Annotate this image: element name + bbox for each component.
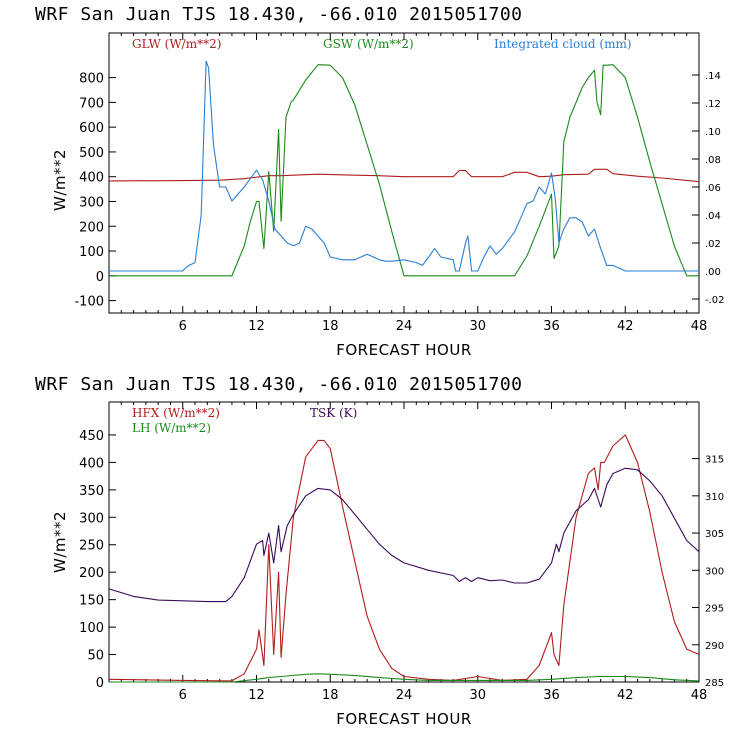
legend-hfx: HFX (W/m**2) bbox=[132, 406, 220, 420]
y2-tick-label: -.02 bbox=[705, 295, 725, 306]
x-tick-label: 36 bbox=[543, 319, 560, 334]
panel-bottom: WRF San Juan TJS 18.430, -66.010 2015051… bbox=[35, 374, 724, 728]
series-line-gsw bbox=[109, 64, 699, 277]
series-line-hfx bbox=[108, 434, 700, 682]
x-tick-label: 42 bbox=[617, 319, 634, 334]
y-tick-label: 250 bbox=[79, 539, 104, 554]
y-tick-label: 300 bbox=[79, 195, 104, 210]
y2-tick-label: .00 bbox=[705, 267, 721, 278]
legend-tsk: TSK (K) bbox=[310, 406, 357, 420]
x-tick-label: 30 bbox=[469, 319, 486, 334]
x-tick-label: 48 bbox=[691, 319, 708, 334]
series-line-lh bbox=[109, 673, 700, 683]
y-tick-label: 450 bbox=[79, 429, 104, 444]
y-tick-label: 200 bbox=[79, 220, 104, 235]
y2-tick-label: 285 bbox=[705, 678, 724, 689]
x-tick-label: 30 bbox=[469, 688, 486, 703]
y-axis-label: W/m**2 bbox=[51, 149, 69, 211]
x-tick-label: 6 bbox=[179, 319, 187, 334]
y-tick-label: 700 bbox=[79, 96, 104, 111]
y2-tick-label: 295 bbox=[705, 604, 724, 615]
y-tick-label: 400 bbox=[79, 456, 104, 471]
x-tick-label: 18 bbox=[322, 688, 339, 703]
y2-tick-label: 305 bbox=[705, 529, 724, 540]
y-tick-label: 600 bbox=[79, 121, 104, 136]
y-tick-label: 0 bbox=[96, 270, 104, 285]
y2-tick-label: .02 bbox=[705, 239, 721, 250]
y2-tick-label: .14 bbox=[705, 71, 721, 82]
x-tick-label: 18 bbox=[322, 319, 339, 334]
x-tick-label: 24 bbox=[396, 319, 413, 334]
legend-glw: GLW (W/m**2) bbox=[132, 37, 221, 51]
y-tick-label: 350 bbox=[79, 484, 104, 499]
x-tick-label: 24 bbox=[396, 688, 413, 703]
y-tick-label: -100 bbox=[74, 295, 104, 310]
y2-tick-label: 300 bbox=[705, 566, 724, 577]
y-tick-label: 50 bbox=[87, 649, 104, 664]
y-tick-label: 0 bbox=[96, 676, 104, 691]
y-tick-label: 400 bbox=[79, 171, 104, 186]
x-tick-label: 42 bbox=[617, 688, 634, 703]
legend-lh: LH (W/m**2) bbox=[132, 421, 211, 435]
y-tick-label: 300 bbox=[79, 511, 104, 526]
y-tick-label: 100 bbox=[79, 245, 104, 260]
panel-top: WRF San Juan TJS 18.430, -66.010 2015051… bbox=[35, 4, 725, 359]
panel-title: WRF San Juan TJS 18.430, -66.010 2015051… bbox=[35, 374, 523, 395]
x-tick-label: 12 bbox=[248, 319, 265, 334]
x-axis-label: FORECAST HOUR bbox=[336, 710, 472, 728]
legend-cloud: Integrated cloud (mm) bbox=[494, 37, 632, 51]
x-axis-label: FORECAST HOUR bbox=[336, 341, 472, 359]
y-tick-label: 500 bbox=[79, 146, 104, 161]
y-tick-label: 200 bbox=[79, 566, 104, 581]
panel-title: WRF San Juan TJS 18.430, -66.010 2015051… bbox=[35, 4, 523, 25]
y2-tick-label: 290 bbox=[705, 641, 724, 652]
y-tick-label: 800 bbox=[79, 72, 104, 87]
y2-tick-label: .04 bbox=[705, 211, 721, 222]
y2-tick-label: 310 bbox=[705, 492, 724, 503]
y-axis-label: W/m**2 bbox=[51, 511, 69, 573]
x-tick-label: 36 bbox=[543, 688, 560, 703]
x-tick-label: 12 bbox=[248, 688, 265, 703]
x-tick-label: 48 bbox=[691, 688, 708, 703]
legend-gsw: GSW (W/m**2) bbox=[323, 37, 414, 51]
y2-tick-label: .10 bbox=[705, 127, 721, 138]
y2-tick-label: 315 bbox=[705, 455, 724, 466]
y-tick-label: 100 bbox=[79, 621, 104, 636]
y2-tick-label: .12 bbox=[705, 99, 721, 110]
y2-tick-label: .08 bbox=[705, 155, 721, 166]
series-line-tsk bbox=[108, 467, 700, 603]
y-tick-label: 150 bbox=[79, 594, 104, 609]
y2-tick-label: .06 bbox=[705, 183, 721, 194]
series-line-integrated bbox=[109, 60, 699, 272]
x-tick-label: 6 bbox=[179, 688, 187, 703]
